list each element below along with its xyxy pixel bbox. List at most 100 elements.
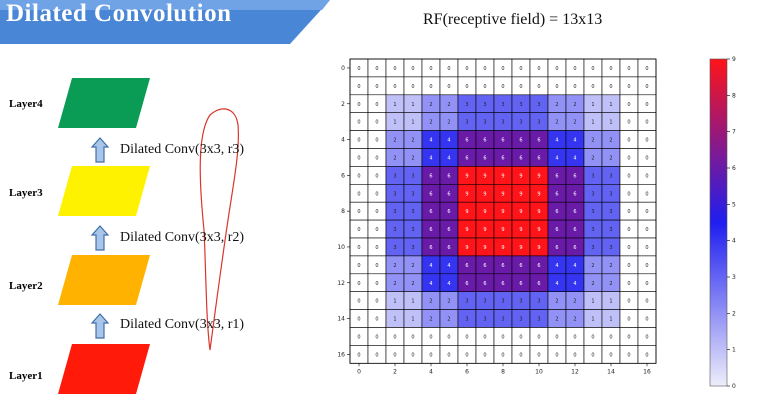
heatmap-cell-value: 9 xyxy=(501,191,504,197)
heatmap-cell-value: 4 xyxy=(555,263,558,269)
heatmap-cell-value: 2 xyxy=(411,138,414,144)
heatmap-cell-value: 9 xyxy=(465,191,468,197)
heatmap-cell-value: 0 xyxy=(429,84,432,90)
heatmap-cell-value: 3 xyxy=(465,299,468,305)
heatmap-cell-value: 1 xyxy=(591,102,594,108)
heatmap-cell-value: 6 xyxy=(555,173,558,179)
y-tick-label: 2 xyxy=(341,101,345,108)
heatmap-cell-value: 0 xyxy=(645,155,648,161)
heatmap-cell-value: 0 xyxy=(537,66,540,72)
heatmap-cell-value: 9 xyxy=(483,191,486,197)
heatmap-cell-value: 0 xyxy=(573,84,576,90)
layer2-label: Layer2 xyxy=(9,280,43,292)
heatmap-cell-value: 2 xyxy=(393,263,396,269)
heatmap-cell-value: 0 xyxy=(465,334,468,340)
heatmap-cell-value: 0 xyxy=(645,138,648,144)
heatmap-cell-value: 0 xyxy=(627,84,630,90)
heatmap-cell-value: 6 xyxy=(573,227,576,233)
heatmap-cell-value: 0 xyxy=(375,245,378,251)
layer4-label: Layer4 xyxy=(9,98,43,110)
heatmap-cell-value: 3 xyxy=(537,102,540,108)
heatmap-cell-value: 0 xyxy=(627,120,630,126)
heatmap-cell-value: 0 xyxy=(357,263,360,269)
heatmap-cell-value: 2 xyxy=(411,155,414,161)
heatmap-cell-value: 0 xyxy=(591,66,594,72)
up-arrow-icon xyxy=(90,225,110,251)
heatmap-cell-value: 6 xyxy=(447,245,450,251)
heatmap-cell-value: 1 xyxy=(393,102,396,108)
colorbar-tick-label: 9 xyxy=(732,56,736,63)
heatmap-cell-value: 2 xyxy=(591,263,594,269)
heatmap-cell-value: 0 xyxy=(393,66,396,72)
heatmap-cell-value: 2 xyxy=(555,317,558,323)
heatmap-cell-value: 0 xyxy=(501,352,504,358)
heatmap-cell-value: 1 xyxy=(609,317,612,323)
heatmap-cell-value: 0 xyxy=(411,334,414,340)
heatmap-cell-value: 0 xyxy=(573,66,576,72)
heatmap-cell-value: 2 xyxy=(555,102,558,108)
heatmap-cell-value: 0 xyxy=(357,155,360,161)
heatmap-cell-value: 3 xyxy=(591,191,594,197)
heatmap-cell-value: 0 xyxy=(357,120,360,126)
colorbar-tick-label: 7 xyxy=(732,129,736,136)
heatmap-cell-value: 3 xyxy=(591,245,594,251)
heatmap-cell-value: 0 xyxy=(609,66,612,72)
heatmap-cell-value: 6 xyxy=(465,138,468,144)
heatmap-cell-value: 3 xyxy=(483,102,486,108)
y-tick-label: 4 xyxy=(341,137,345,144)
heatmap-cell-value: 2 xyxy=(393,155,396,161)
heatmap-cell-value: 0 xyxy=(627,334,630,340)
heatmap-cell-value: 6 xyxy=(429,245,432,251)
heatmap-cell-value: 0 xyxy=(357,317,360,323)
y-tick-label: 10 xyxy=(337,244,345,251)
heatmap-cell-value: 0 xyxy=(393,334,396,340)
heatmap-cell-value: 0 xyxy=(609,352,612,358)
heatmap-cell-value: 3 xyxy=(501,317,504,323)
heatmap-cell-value: 4 xyxy=(555,155,558,161)
layer3-label: Layer3 xyxy=(9,187,43,199)
heatmap-cell-value: 0 xyxy=(537,84,540,90)
heatmap-cell-value: 1 xyxy=(393,299,396,305)
heatmap-cell-value: 3 xyxy=(411,191,414,197)
heatmap-cell-value: 0 xyxy=(411,66,414,72)
heatmap-cell-value: 0 xyxy=(501,66,504,72)
heatmap-cell-value: 3 xyxy=(393,191,396,197)
heatmap-cell-value: 6 xyxy=(519,155,522,161)
heatmap-cell-value: 3 xyxy=(537,317,540,323)
heatmap-cell-value: 0 xyxy=(645,281,648,287)
handwritten-annotation xyxy=(199,108,239,351)
heatmap-cell-value: 6 xyxy=(573,191,576,197)
heatmap-cell-value: 0 xyxy=(375,84,378,90)
heatmap-cell-value: 2 xyxy=(573,299,576,305)
heatmap-cell-value: 3 xyxy=(501,102,504,108)
heatmap-cell-value: 6 xyxy=(555,227,558,233)
heatmap-cell-value: 0 xyxy=(375,317,378,323)
heatmap-cell-value: 3 xyxy=(483,317,486,323)
heatmap-cell-value: 0 xyxy=(465,84,468,90)
heatmap-cell-value: 0 xyxy=(645,299,648,305)
heatmap-cell-value: 9 xyxy=(465,245,468,251)
heatmap-cell-value: 4 xyxy=(447,155,450,161)
heatmap-cell-value: 9 xyxy=(483,245,486,251)
heatmap-cell-value: 0 xyxy=(555,66,558,72)
heatmap-cell-value: 0 xyxy=(519,84,522,90)
heatmap-cell-value: 2 xyxy=(573,120,576,126)
heatmap-cell-value: 2 xyxy=(447,299,450,305)
heatmap-cell-value: 0 xyxy=(627,191,630,197)
up-arrow-icon xyxy=(90,137,110,163)
heatmap-cell-value: 4 xyxy=(447,281,450,287)
heatmap-cell-value: 0 xyxy=(357,138,360,144)
heatmap-cell-value: 6 xyxy=(501,155,504,161)
heatmap-cell-value: 3 xyxy=(411,227,414,233)
heatmap-cell-value: 1 xyxy=(411,299,414,305)
heatmap-cell-value: 0 xyxy=(393,84,396,90)
heatmap-cell-value: 2 xyxy=(573,317,576,323)
heatmap-cell-value: 2 xyxy=(555,299,558,305)
heatmap-cell-value: 0 xyxy=(645,317,648,323)
heatmap-cell-value: 0 xyxy=(393,352,396,358)
heatmap-cell-value: 9 xyxy=(519,191,522,197)
heatmap-cell-value: 6 xyxy=(483,281,486,287)
heatmap-cell-value: 0 xyxy=(375,102,378,108)
heatmap-cell-value: 0 xyxy=(465,352,468,358)
heatmap-cell-value: 6 xyxy=(465,281,468,287)
